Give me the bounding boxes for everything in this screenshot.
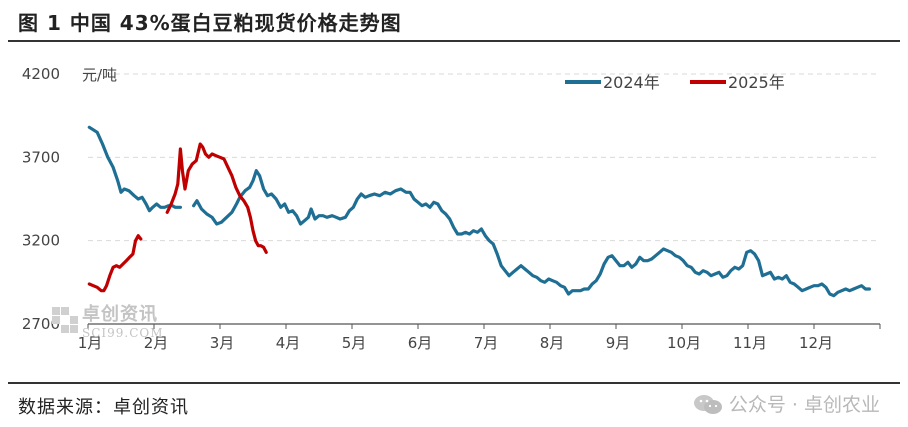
x-tick-label: 7月 bbox=[474, 334, 499, 352]
x-tick-label: 10月 bbox=[667, 334, 701, 352]
series-line bbox=[87, 234, 143, 293]
x-tick-label: 1月 bbox=[78, 334, 103, 352]
chart-title: 图 1 中国 43%蛋白豆粕现货价格走势图 bbox=[18, 11, 402, 35]
series-line bbox=[165, 142, 268, 254]
wechat-watermark: 公众号 · 卓创农业 bbox=[693, 390, 880, 417]
wechat-watermark-text: 公众号 · 卓创农业 bbox=[728, 394, 880, 416]
series-2024年 bbox=[87, 125, 871, 298]
sci99-logo-icon bbox=[52, 307, 78, 333]
bottom-rule bbox=[8, 382, 900, 384]
x-tick-label: 12月 bbox=[799, 334, 833, 352]
x-tick-label: 2月 bbox=[144, 334, 169, 352]
y-tick-label: 2700 bbox=[22, 315, 60, 333]
x-tick-label: 11月 bbox=[733, 334, 767, 352]
y-tick-label: 4200 bbox=[22, 65, 60, 83]
watermark-logo-en: SCI99.COM bbox=[82, 326, 164, 340]
line-chart: 2700 3200 3700 4200 元/吨 1月 2月 3月 4月 5月 6月 7月 8月 9月 10月… bbox=[22, 65, 881, 352]
x-tick-label: 4月 bbox=[276, 334, 301, 352]
x-tick-label: 9月 bbox=[606, 334, 631, 352]
x-tick-label: 5月 bbox=[342, 334, 367, 352]
x-tick-label: 3月 bbox=[210, 334, 235, 352]
y-tick-label: 3200 bbox=[22, 232, 60, 250]
wechat-icon bbox=[693, 394, 722, 414]
chart-header: 图 1 中国 43%蛋白豆粕现货价格走势图 bbox=[0, 0, 908, 40]
top-rule bbox=[8, 40, 900, 42]
series-line bbox=[87, 125, 182, 213]
legend-label: 2025年 bbox=[728, 73, 785, 92]
series-2025年 bbox=[87, 142, 268, 293]
sci99-watermark-logo: 卓创资讯 SCI99.COM bbox=[52, 300, 164, 340]
x-tick-label: 6月 bbox=[408, 334, 433, 352]
watermark-logo-cn: 卓创资讯 bbox=[82, 304, 158, 325]
y-axis-unit-label: 元/吨 bbox=[82, 66, 117, 84]
y-tick-label: 3700 bbox=[22, 148, 60, 166]
legend-label: 2024年 bbox=[603, 73, 660, 92]
data-source: 数据来源：卓创资讯 bbox=[18, 397, 189, 418]
x-tick-label: 8月 bbox=[540, 334, 565, 352]
series-line bbox=[192, 169, 871, 298]
